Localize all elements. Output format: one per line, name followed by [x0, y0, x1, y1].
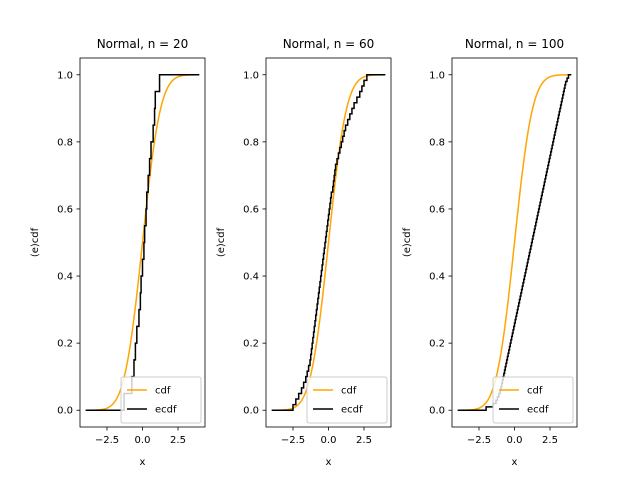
chart-title: Normal, n = 60	[283, 37, 375, 51]
x-tick-label: 0.0	[135, 435, 151, 446]
y-tick-label: 0.6	[57, 204, 73, 215]
legend-label-ecdf: ecdf	[341, 405, 363, 416]
plot-area	[457, 74, 572, 411]
legend-label-cdf: cdf	[341, 386, 357, 397]
x-axis-label: x	[512, 457, 518, 468]
series-cdf-line	[457, 74, 572, 411]
x-tick-label: 2.5	[356, 435, 372, 446]
legend: cdf ecdf	[120, 376, 202, 424]
y-tick-label: 1.0	[57, 70, 73, 81]
x-tick-label: 0.0	[321, 435, 337, 446]
y-tick-label: 0.8	[57, 137, 73, 148]
y-axis-label: (e)cdf	[402, 227, 413, 257]
x-tick-label: −2.5	[95, 435, 119, 446]
y-tick-label: 0.4	[429, 272, 445, 283]
series-ecdf-line	[457, 74, 572, 411]
y-tick-label: 0.8	[429, 137, 445, 148]
y-tick-label: 0.0	[243, 406, 259, 417]
y-tick-label: 1.0	[243, 70, 259, 81]
series-ecdf-line	[85, 74, 200, 411]
y-tick-label: 0.4	[57, 272, 73, 283]
chart-title: Normal, n = 20	[97, 37, 189, 51]
y-tick-label: 1.0	[429, 70, 445, 81]
y-tick-label: 0.2	[429, 339, 445, 350]
legend-box	[306, 376, 388, 424]
legend: cdf ecdf	[492, 376, 574, 424]
x-tick-label: 2.5	[170, 435, 186, 446]
legend-label-cdf: cdf	[527, 386, 543, 397]
plot-area	[271, 74, 386, 411]
series-cdf-line	[85, 74, 200, 411]
x-tick-label: 2.5	[542, 435, 558, 446]
x-tick-label: −2.5	[281, 435, 305, 446]
x-axis-label: x	[140, 457, 146, 468]
series-ecdf-line	[271, 74, 386, 411]
x-tick-label: −2.5	[467, 435, 491, 446]
y-axis-label: (e)cdf	[30, 227, 41, 257]
y-tick-label: 0.6	[429, 204, 445, 215]
plot-area	[85, 74, 200, 411]
legend-label-ecdf: ecdf	[155, 405, 177, 416]
legend-box	[120, 376, 202, 424]
chart-title: Normal, n = 100	[465, 37, 564, 51]
y-tick-label: 0.2	[57, 339, 73, 350]
y-axis-label: (e)cdf	[216, 227, 227, 257]
legend-box	[492, 376, 574, 424]
chart-panel-2: −2.5 0.0 2.5 0.0 0.2 0.4 0.6 0.8 1.0 x (e)cdf Norma…	[216, 37, 392, 468]
y-tick-label: 0.8	[243, 137, 259, 148]
x-axis-label: x	[326, 457, 332, 468]
legend-label-ecdf: ecdf	[527, 405, 549, 416]
y-tick-label: 0.4	[243, 272, 259, 283]
y-tick-label: 0.0	[429, 406, 445, 417]
y-tick-label: 0.6	[243, 204, 259, 215]
legend-label-cdf: cdf	[155, 386, 171, 397]
chart-panel-3: −2.5 0.0 2.5 0.0 0.2 0.4 0.6 0.8 1.0 x (e)cdf Norma…	[402, 37, 578, 468]
chart-panel-1: −2.5 0.0 2.5 0.0 0.2 0.4 0.6 0.8 1.0 x (e)cdf Norma…	[30, 37, 206, 468]
y-tick-label: 0.0	[57, 406, 73, 417]
y-tick-label: 0.2	[243, 339, 259, 350]
x-tick-label: 0.0	[507, 435, 523, 446]
legend: cdf ecdf	[306, 376, 388, 424]
